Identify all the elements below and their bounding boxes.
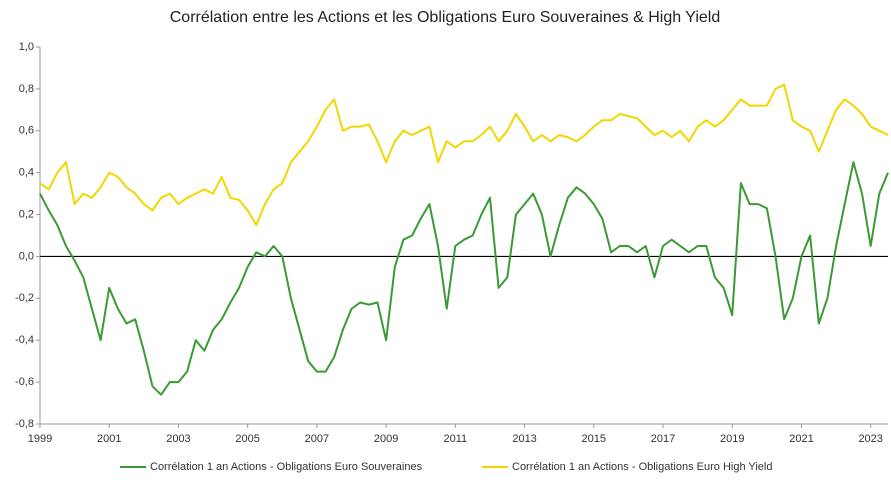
x-tick-label: 2015 (582, 433, 606, 445)
x-tick-label: 2011 (444, 433, 468, 445)
x-tick-label: 1999 (28, 433, 52, 445)
y-tick-label: -0,4 (15, 334, 34, 346)
y-tick-label: 1,0 (19, 41, 34, 53)
legend-label: Corrélation 1 an Actions - Obligations E… (150, 461, 423, 473)
y-tick-label: 0,4 (19, 167, 34, 179)
x-tick-label: 2005 (235, 433, 259, 445)
chart-title: Corrélation entre les Actions et les Obl… (170, 9, 721, 26)
x-tick-label: 2023 (858, 433, 882, 445)
x-tick-label: 2007 (305, 433, 329, 445)
y-tick-label: -0,8 (15, 418, 34, 430)
legend-label: Corrélation 1 an Actions - Obligations E… (512, 461, 772, 473)
x-tick-label: 2001 (97, 433, 121, 445)
x-tick-label: 2017 (651, 433, 675, 445)
x-tick-label: 2013 (512, 433, 536, 445)
x-tick-label: 2003 (166, 433, 190, 445)
y-tick-label: 0,6 (19, 125, 34, 137)
y-tick-label: -0,2 (15, 292, 34, 304)
y-tick-label: -0,6 (15, 376, 34, 388)
x-tick-label: 2019 (720, 433, 744, 445)
y-tick-label: 0,0 (19, 250, 34, 262)
y-tick-label: 0,2 (19, 208, 34, 220)
x-tick-label: 2021 (789, 433, 813, 445)
series-line (39, 161, 889, 396)
y-tick-label: 0,8 (19, 83, 34, 95)
x-tick-label: 2009 (374, 433, 398, 445)
series-line (39, 83, 889, 226)
